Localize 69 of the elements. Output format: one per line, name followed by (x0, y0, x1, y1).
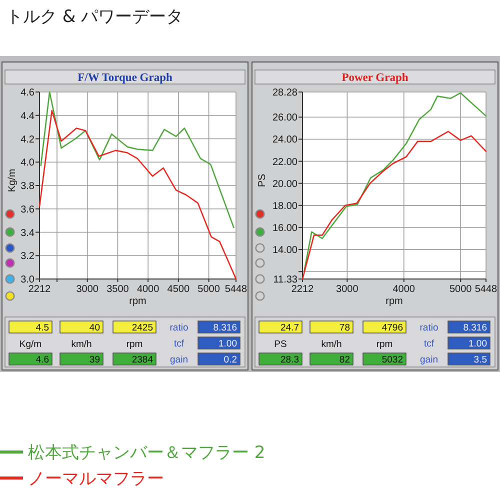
text: 82 (339, 354, 350, 366)
x-tick-label: 3000 (76, 284, 99, 295)
x-axis-title: rpm (129, 296, 146, 307)
text: 4.5 (36, 322, 49, 334)
text: km/h (71, 339, 92, 350)
x-axis-title: rpm (386, 296, 403, 307)
text: gain (170, 354, 188, 366)
text: 3.5 (474, 354, 487, 366)
text: tcf (174, 338, 184, 350)
y-tick-label: 20.00 (272, 178, 298, 190)
x-tick-label: 3000 (336, 284, 359, 295)
y-tick-label: 24.00 (272, 134, 298, 146)
y-tick-label: 3.0 (20, 274, 35, 286)
y-tick-label: 3.8 (20, 181, 35, 192)
chart-title: F/W Torque Graph (78, 72, 173, 84)
y-tick-label: 16.00 (272, 222, 298, 234)
text: Kg/m (19, 339, 42, 350)
x-tick-label: 5000 (449, 284, 472, 295)
y-tick-label: 4.4 (20, 110, 35, 122)
y-tick-label: 14.00 (272, 245, 298, 256)
legend-label: ノーマルマフラー (28, 469, 164, 489)
text: 1.00 (468, 338, 487, 350)
x-tick-label: 4000 (392, 284, 416, 295)
text: rpm (376, 339, 393, 350)
chart-title: Power Graph (342, 72, 409, 84)
text: PS (274, 339, 287, 350)
x-tick-label: 4500 (167, 284, 190, 295)
y-tick-label: 4.0 (20, 158, 35, 169)
y-axis-title: Kg/m (7, 168, 18, 192)
text: ratio (420, 322, 438, 334)
text: km/h (321, 339, 342, 350)
x-tick-label: 2212 (291, 284, 314, 295)
text: 40 (89, 322, 100, 334)
text: 0.2 (224, 354, 237, 366)
text: 8.316 (463, 322, 487, 334)
text: ratio (170, 322, 188, 334)
y-tick-label: 26.00 (272, 112, 298, 124)
y-tick-label: 3.6 (20, 204, 35, 216)
text: 5032 (382, 354, 403, 366)
text: 2384 (132, 354, 153, 366)
y-tick-label: 28.28 (272, 88, 298, 98)
x-tick-label: 5000 (198, 284, 220, 295)
x-tick-label: 5448 (474, 284, 498, 295)
y-tick-label: 4.2 (20, 134, 35, 146)
text: 2425 (132, 322, 153, 334)
x-tick-label: 2212 (28, 284, 52, 295)
y-axis-title: PS (257, 174, 268, 188)
y-tick-label: 3.2 (20, 251, 35, 262)
y-tick-label: 3.4 (20, 228, 35, 239)
text: tcf (424, 338, 434, 350)
x-tick-label: 4000 (136, 284, 160, 295)
text: トルク & パワーデータ (6, 7, 184, 27)
x-tick-label: 5448 (224, 284, 248, 295)
text: 28.3 (280, 354, 299, 366)
text: 1.00 (218, 338, 237, 350)
text: rpm (126, 339, 143, 350)
x-tick-label: 3500 (106, 284, 130, 295)
y-tick-label: 22.00 (272, 156, 298, 168)
text: 78 (339, 322, 350, 334)
text: 4796 (382, 322, 403, 334)
y-tick-label: 18.00 (272, 200, 298, 212)
text: 39 (89, 354, 100, 366)
legend-label: 松本式チャンバー＆マフラー 2 (28, 443, 266, 463)
y-tick-label: 11.33 (273, 274, 298, 286)
text: 4.6 (36, 354, 49, 366)
text: 8.316 (213, 322, 237, 334)
y-tick-label: 4.6 (20, 88, 35, 98)
text: gain (420, 354, 438, 366)
text: 24.7 (280, 322, 299, 334)
